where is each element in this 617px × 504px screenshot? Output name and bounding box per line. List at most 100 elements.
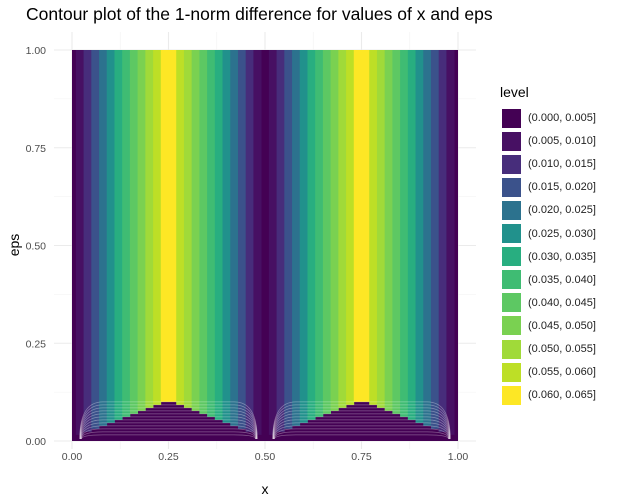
contour-band — [407, 50, 416, 420]
contour-line — [273, 428, 450, 440]
legend-swatch — [502, 247, 521, 267]
contour-line — [272, 410, 451, 440]
contour-line — [80, 428, 257, 440]
legend-item: (0.015, 0.020] — [502, 176, 596, 198]
contour-band — [245, 50, 254, 432]
contour-band — [122, 50, 131, 417]
contour-line — [79, 401, 258, 440]
contour-line — [80, 416, 257, 440]
y-tick-label: 0.75 — [26, 143, 47, 155]
legend-item: (0.055, 0.060] — [502, 361, 596, 383]
legend-swatch — [502, 293, 521, 313]
legend-swatch — [502, 270, 521, 290]
legend-swatch — [502, 177, 521, 197]
contour-band — [253, 50, 262, 435]
x-tick-label: 0.00 — [62, 451, 83, 463]
legend-swatch — [502, 385, 521, 405]
legend-label: (0.050, 0.055] — [528, 343, 596, 355]
contour-band — [384, 50, 393, 411]
contour-band — [83, 50, 92, 432]
legend-swatch — [502, 316, 521, 336]
legend-item: (0.050, 0.055] — [502, 338, 596, 360]
contour-band — [75, 50, 84, 435]
legend-item: (0.030, 0.035] — [502, 246, 596, 268]
contour-band — [415, 50, 424, 423]
contour-line — [272, 401, 451, 440]
contour-band — [129, 50, 139, 414]
legend-item: (0.045, 0.050] — [502, 315, 596, 337]
contour-line — [79, 410, 258, 440]
contour-line — [80, 419, 257, 440]
contour-line — [79, 404, 258, 440]
contour-band — [423, 50, 432, 426]
x-tick-label: 0.50 — [255, 451, 276, 463]
contour-band — [292, 50, 301, 426]
legend-label: (0.015, 0.020] — [528, 181, 596, 194]
y-tick-label: 0.00 — [26, 436, 47, 448]
axes: x eps 0.00 0.25 0.50 0.75 1.00 0.00 0.25 0.50 0.… — [6, 45, 468, 497]
legend-item: (0.060, 0.065] — [502, 384, 596, 406]
legend-title: level — [500, 84, 529, 100]
legend-swatch — [502, 200, 521, 220]
contour-band — [430, 50, 440, 429]
contour-line — [272, 407, 451, 440]
legend-item: (0.025, 0.030] — [502, 223, 596, 245]
contour-band — [353, 50, 370, 402]
contour-band — [99, 50, 108, 426]
contour-band — [91, 50, 100, 429]
legend-label: (0.055, 0.060] — [528, 366, 596, 379]
legend-label: (0.060, 0.065] — [528, 389, 596, 402]
contour-band — [322, 50, 332, 414]
legend-swatch — [502, 339, 521, 359]
contour-band — [191, 50, 200, 411]
contour-line — [80, 422, 257, 440]
legend-swatch — [502, 108, 521, 128]
legend-item: (0.035, 0.040] — [502, 269, 596, 291]
contour-line — [273, 425, 450, 440]
contour-band — [446, 50, 455, 435]
contour-band — [369, 50, 378, 405]
contour-band — [145, 50, 154, 408]
contour-line — [273, 419, 450, 440]
contour-line — [273, 431, 450, 440]
legend-item: (0.000, 0.005] — [502, 107, 596, 129]
contour-band — [106, 50, 115, 423]
chart-title: Contour plot of the 1-norm difference fo… — [26, 4, 493, 24]
legend-label: (0.045, 0.050] — [528, 319, 596, 332]
contour-line — [81, 434, 256, 440]
legend-item: (0.010, 0.015] — [502, 153, 596, 175]
contour-band — [137, 50, 146, 411]
contour-line — [274, 434, 449, 440]
contour-band — [376, 50, 386, 408]
contour-line — [272, 404, 451, 440]
contour-line — [80, 425, 257, 440]
contour-band — [400, 50, 409, 417]
contour-band — [207, 50, 216, 417]
contour-band — [299, 50, 308, 423]
contour-band — [338, 50, 347, 408]
contour-band — [222, 50, 231, 423]
contour-band — [214, 50, 223, 420]
contour-band — [346, 50, 355, 405]
legend-label: (0.000, 0.005] — [528, 112, 596, 124]
contour-line — [80, 431, 257, 440]
y-tick-label: 0.50 — [26, 241, 47, 253]
legend-label: (0.005, 0.010] — [528, 135, 596, 148]
x-axis-label: x — [262, 481, 269, 497]
contour-line — [79, 407, 258, 440]
contour-band — [199, 50, 208, 414]
contour-band — [330, 50, 339, 411]
legend-item: (0.020, 0.025] — [502, 199, 596, 221]
legend-label: (0.020, 0.025] — [528, 204, 596, 217]
legend-label: (0.025, 0.030] — [528, 227, 596, 240]
y-axis-label: eps — [6, 234, 22, 257]
legend-swatch — [502, 154, 521, 174]
contour-line — [80, 413, 257, 440]
x-tick-label: 0.75 — [351, 451, 372, 463]
contour-band — [114, 50, 123, 420]
contour-band — [176, 50, 185, 405]
contour-band — [160, 50, 177, 402]
legend-swatch — [502, 224, 521, 243]
legend-label: (0.040, 0.045] — [528, 296, 596, 309]
